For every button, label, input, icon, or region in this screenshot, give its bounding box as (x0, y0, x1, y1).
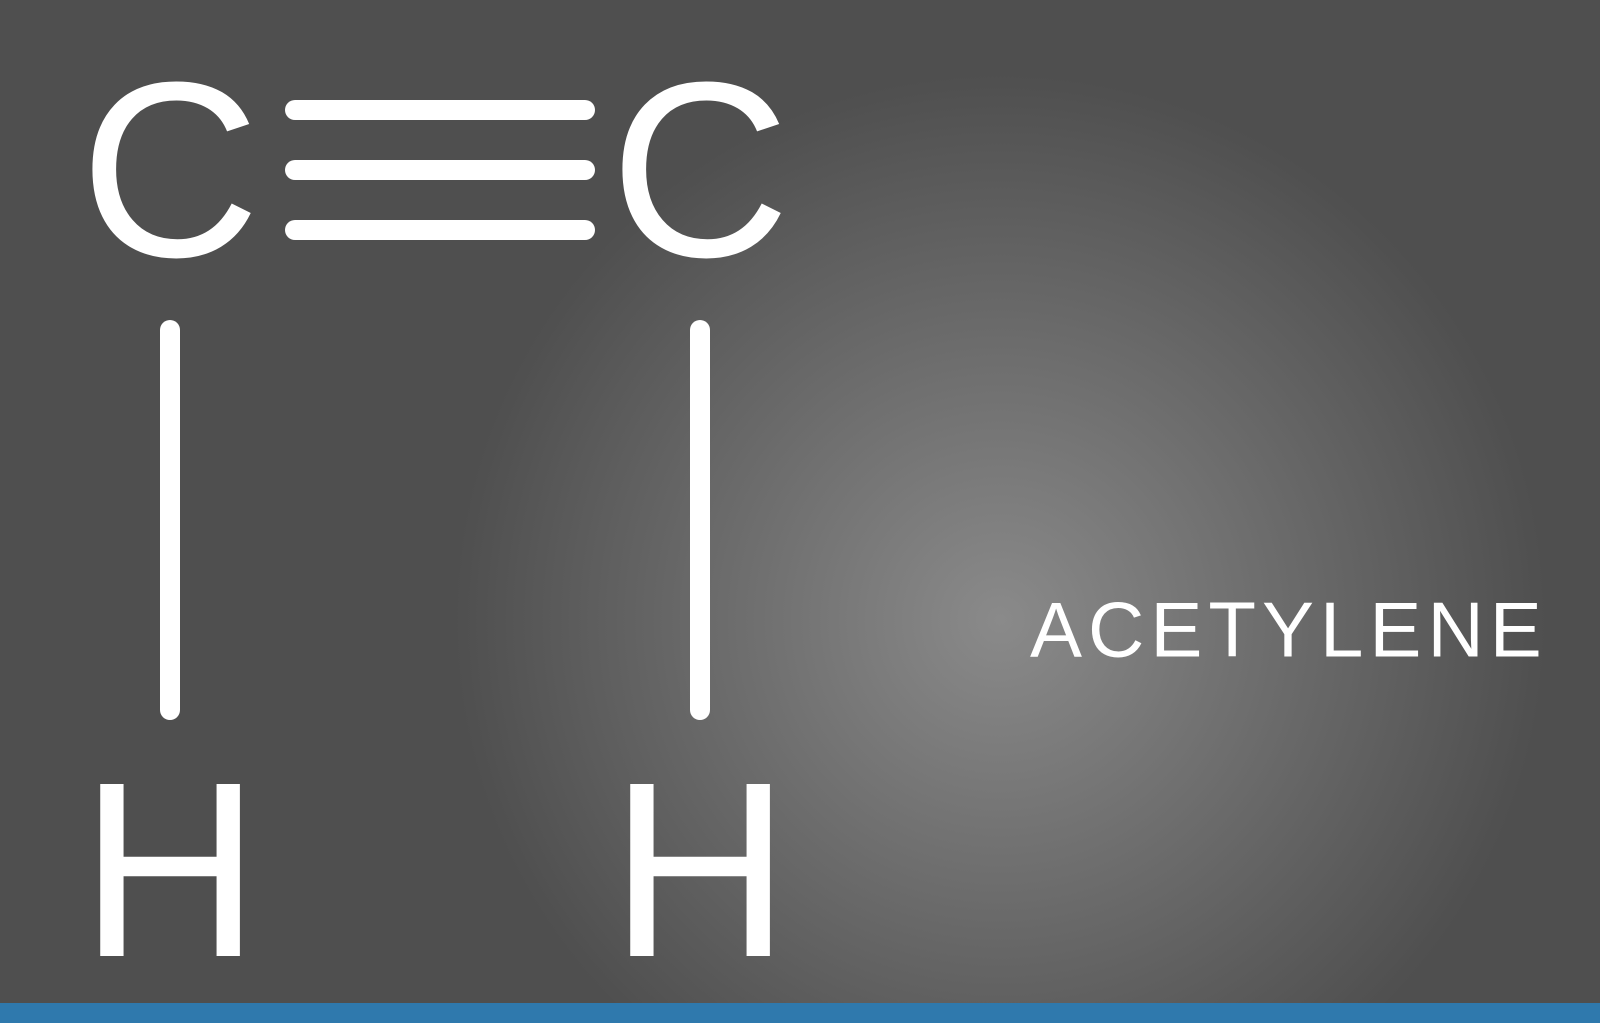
molecule-name-label: ACETYLENE (1030, 585, 1548, 676)
atom-carbon-2: C (610, 45, 791, 295)
atom-hydrogen-2: H (610, 745, 791, 995)
triple-bond-line-2 (285, 160, 595, 180)
atom-carbon-1: C (80, 45, 261, 295)
triple-bond-line-3 (285, 220, 595, 240)
single-bond-left (160, 320, 180, 720)
single-bond-right (690, 320, 710, 720)
triple-bond-line-1 (285, 100, 595, 120)
diagram-canvas: C C H H ACETYLENE (0, 0, 1600, 1023)
bottom-accent-bar (0, 1003, 1600, 1023)
atom-hydrogen-1: H (80, 745, 261, 995)
